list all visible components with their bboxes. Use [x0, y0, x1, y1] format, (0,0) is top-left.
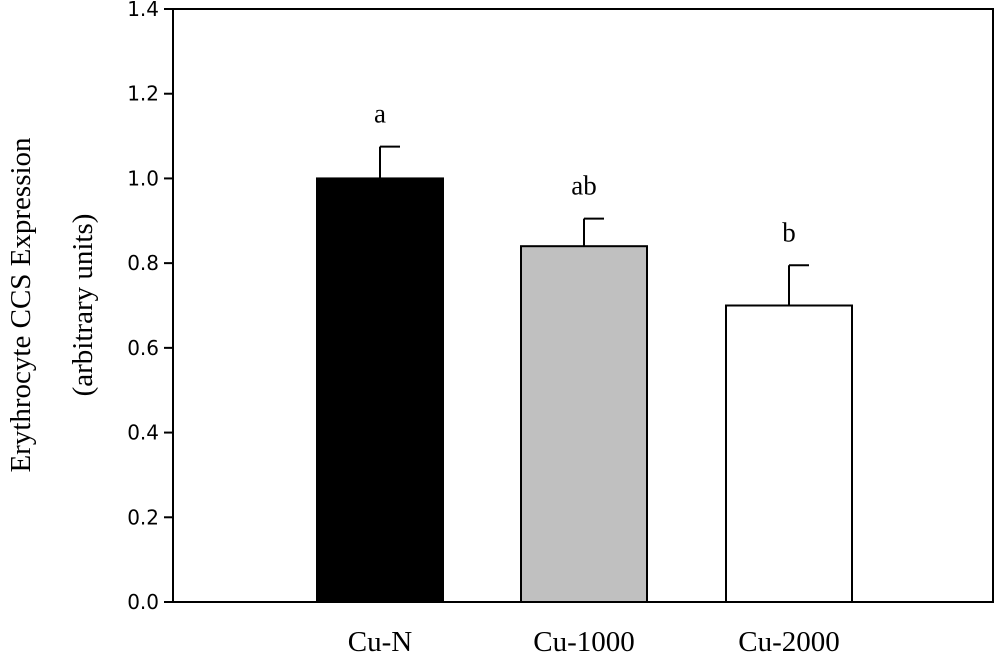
- y-axis-label-line2: (arbitrary units): [67, 214, 99, 397]
- error-bar-cu-2000: [788, 264, 809, 306]
- significance-label: ab: [571, 171, 596, 201]
- y-tick-label: 1.0: [127, 166, 159, 190]
- significance-label: a: [374, 99, 386, 129]
- y-tick-label: 0.8: [127, 251, 159, 275]
- bar-cu-1000: [520, 245, 648, 603]
- y-tick-label: 0.4: [127, 421, 159, 445]
- y-tick-label: 1.2: [127, 82, 159, 106]
- significance-labels-layer: a ab b: [374, 99, 796, 248]
- bar-cu-2000: [725, 304, 853, 603]
- plot-frame: [172, 8, 994, 603]
- x-axis-category-labels: Cu-N Cu-1000 Cu-2000: [348, 626, 840, 658]
- x-category-label: Cu-2000: [738, 626, 840, 658]
- significance-label: b: [782, 217, 796, 247]
- y-axis-label-line1: Erythrocyte CCS Expression: [5, 137, 37, 473]
- y-tick-label: 0.0: [127, 590, 159, 614]
- y-tick-label: 0.6: [127, 336, 159, 360]
- error-bars-layer: [379, 145, 809, 306]
- y-tick-label: 0.2: [127, 505, 159, 529]
- x-category-label: Cu-1000: [533, 626, 635, 658]
- y-axis-ticks: 0.0 0.2 0.4 0.6 0.8 1.0 1.2 1.4: [127, 0, 173, 614]
- y-tick-label: 1.4: [127, 0, 159, 21]
- error-bar-cu-1000: [583, 217, 604, 247]
- error-bar-cu-n: [379, 145, 400, 179]
- x-category-label: Cu-N: [348, 626, 413, 658]
- bar-cu-n: [316, 177, 444, 604]
